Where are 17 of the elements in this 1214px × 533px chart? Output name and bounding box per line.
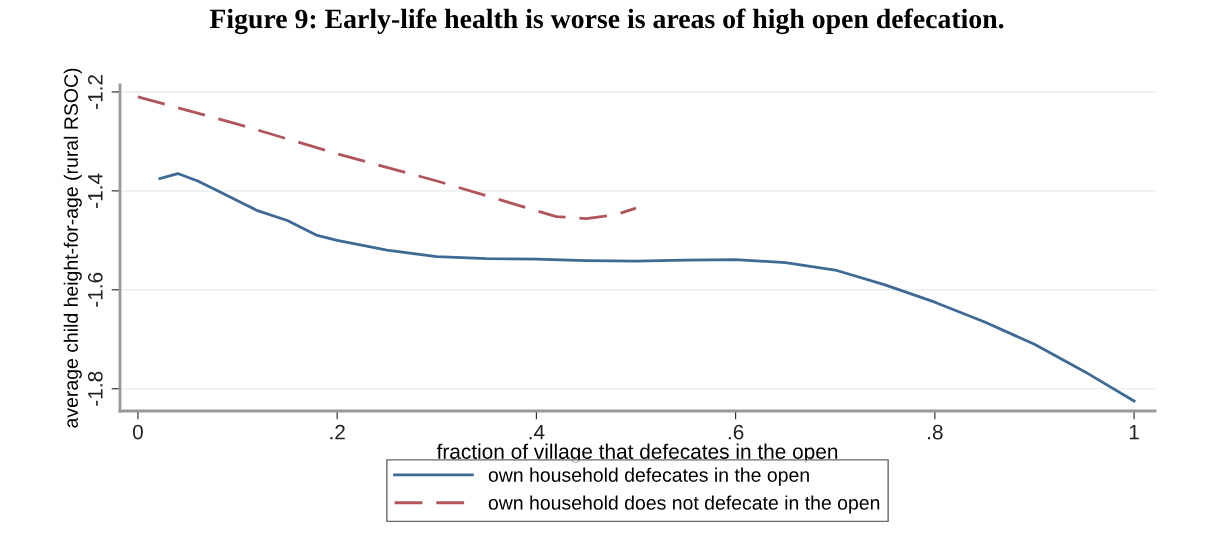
line-series [136, 95, 638, 220]
x-tick-label: .4 [529, 424, 545, 440]
x-tick-label: .2 [330, 424, 345, 440]
x-tick-label: 1 [1129, 424, 1139, 440]
x-tick-label: 0 [132, 424, 143, 440]
y-tick-label: -1.6 [87, 272, 103, 307]
y-tick-label: -1.2 [87, 75, 103, 109]
y-tick-label: -1.4 [88, 173, 103, 208]
x-axis-title: fraction of village that defecates in the open [436, 443, 838, 464]
y-axis-title: average child height-for-age (rural RSOC) [63, 68, 82, 428]
legend-label: own household defecates in the open [488, 467, 809, 486]
x-tick-label: .8 [928, 424, 943, 440]
chart-title: Figure 9: Early-life health is worse is areas of high open defecation. [209, 8, 1004, 35]
legend-label: own household does not defecate in the open [488, 495, 880, 514]
y-tick-label: -1.8 [87, 371, 103, 406]
x-tick-label: .6 [728, 424, 744, 440]
line-series [158, 172, 1136, 403]
